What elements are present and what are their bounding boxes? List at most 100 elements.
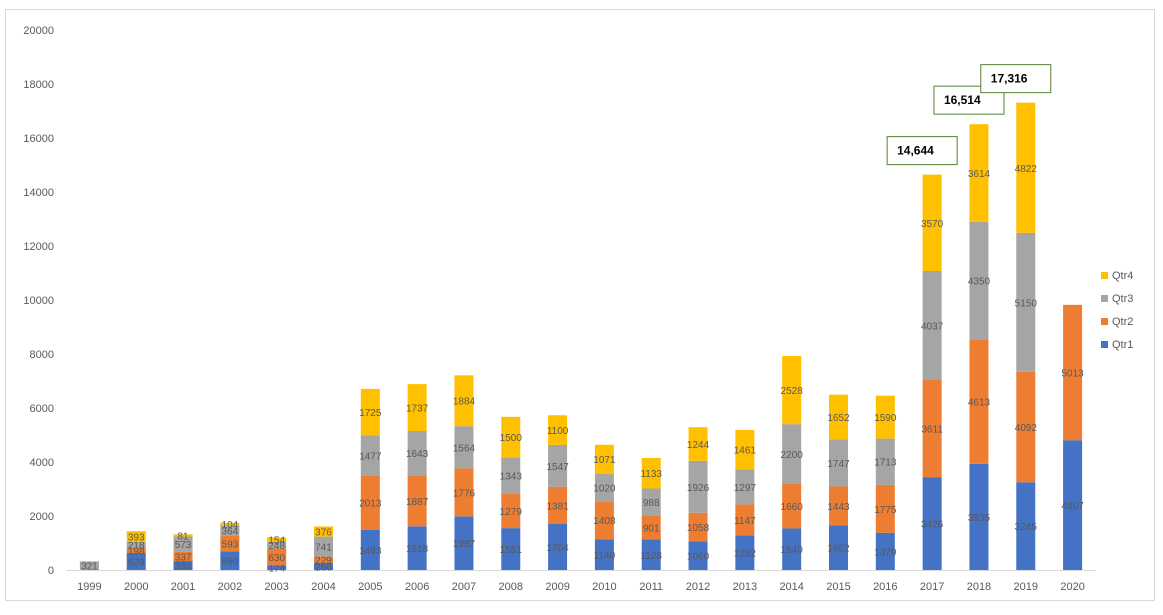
data-label: 1618 [406, 544, 429, 555]
bar-segment-qtr3 [641, 488, 661, 516]
bar-segment-qtr3 [79, 561, 99, 570]
y-tick-label: 6000 [30, 403, 54, 415]
data-label: 321 [81, 562, 98, 573]
data-label: 1887 [406, 497, 429, 508]
bar-segment-qtr3 [922, 271, 942, 381]
legend-swatch-qtr1 [1101, 341, 1108, 348]
data-label: 1737 [406, 404, 429, 415]
bar-segment-qtr3 [782, 424, 802, 484]
data-label: 1747 [827, 459, 850, 470]
total-callout-label: 17,316 [991, 72, 1028, 86]
x-tick-label: 2002 [218, 581, 242, 593]
data-label: 266 [315, 562, 332, 573]
data-label: 3245 [1015, 522, 1038, 533]
data-label: 4807 [1061, 501, 1084, 512]
data-label: 1776 [453, 488, 476, 499]
bar-segment-qtr4 [688, 427, 708, 461]
bar-segment-qtr2 [875, 484, 895, 533]
bar-segment-qtr4 [829, 394, 848, 440]
data-label: 364 [222, 526, 239, 537]
data-label: 1128 [640, 551, 662, 562]
legend-label: Qtr1 [1112, 339, 1133, 351]
bar-segment-qtr1 [1063, 440, 1083, 570]
bar-segment-qtr4 [641, 457, 661, 489]
data-label: 1060 [687, 552, 710, 563]
x-tick-label: 2017 [920, 581, 944, 593]
bar-segment-qtr4 [1016, 102, 1036, 233]
data-label: 3611 [921, 425, 943, 436]
bar-segment-qtr1 [969, 463, 989, 570]
legend-swatch-qtr3 [1101, 295, 1108, 302]
x-tick-label: 2010 [592, 581, 616, 593]
data-label: 573 [175, 540, 192, 551]
data-label: 1477 [359, 451, 382, 462]
data-label: 5013 [1061, 369, 1084, 380]
bar-segment-qtr2 [501, 493, 521, 529]
bar-segment-qtr4 [220, 522, 240, 526]
x-tick-label: 2020 [1060, 581, 1084, 593]
bar-segment-qtr2 [922, 380, 942, 478]
data-label: 629 [128, 558, 145, 569]
data-label: 1244 [687, 440, 710, 451]
bar-segment-qtr3 [829, 439, 848, 487]
bar-segment-qtr2 [267, 548, 287, 566]
y-tick-label: 16000 [23, 133, 54, 145]
data-label: 4092 [1015, 423, 1038, 434]
bar-segment-qtr1 [829, 525, 848, 570]
x-tick-label: 2008 [499, 581, 523, 593]
bar-segment-qtr1 [782, 528, 802, 570]
data-label: 2013 [359, 499, 382, 510]
bar-segment-qtr1 [360, 529, 380, 570]
data-label: 337 [175, 552, 192, 563]
y-tick-label: 12000 [23, 241, 54, 253]
bar-segment-qtr1 [173, 561, 193, 570]
y-tick-label: 4000 [30, 457, 54, 469]
bar-segment-qtr4 [454, 375, 474, 427]
bar-segment-qtr4 [407, 384, 427, 432]
data-label: 332 [175, 562, 192, 573]
data-label: 1133 [640, 469, 662, 480]
total-callout-box [980, 64, 1052, 94]
bar-segment-qtr3 [407, 431, 427, 476]
x-tick-label: 2013 [733, 581, 757, 593]
data-label: 1643 [406, 449, 429, 460]
data-label: 901 [643, 523, 660, 534]
bar-segment-qtr3 [173, 536, 193, 552]
bar-segment-qtr4 [922, 174, 942, 272]
data-label: 1652 [827, 544, 850, 555]
legend-label: Qtr2 [1112, 316, 1133, 328]
bar-segment-qtr2 [688, 512, 708, 542]
bar-segment-qtr4 [173, 534, 193, 537]
bar-segment-qtr4 [782, 355, 802, 425]
data-label: 593 [222, 539, 239, 550]
data-label: 1590 [874, 413, 897, 424]
legend-label: Qtr4 [1112, 270, 1133, 282]
bar-segment-qtr3 [688, 460, 708, 513]
x-tick-label: 2000 [124, 581, 148, 593]
data-label: 81 [177, 531, 189, 542]
bar-segment-qtr2 [829, 486, 848, 526]
data-label: 1147 [734, 516, 756, 527]
data-label: 4613 [968, 397, 991, 408]
bar-segment-qtr3 [454, 426, 474, 469]
bar-segment-qtr2 [594, 501, 614, 540]
data-label: 1660 [781, 502, 804, 513]
data-label: 1725 [359, 408, 382, 419]
y-tick-label: 2000 [30, 511, 54, 523]
x-tick-label: 2015 [826, 581, 850, 593]
bar-segment-qtr2 [407, 475, 427, 527]
x-tick-label: 2005 [358, 581, 382, 593]
data-label: 4822 [1015, 164, 1038, 175]
bar-segment-qtr2 [360, 475, 380, 530]
bar-segment-qtr1 [594, 539, 614, 570]
bar-segment-qtr3 [501, 457, 521, 494]
bar-segment-qtr4 [735, 429, 755, 470]
data-label: 393 [128, 532, 145, 543]
bar-segment-qtr2 [126, 547, 146, 554]
bar-segment-qtr1 [688, 541, 708, 570]
data-label: 154 [268, 536, 285, 547]
stacked-bar-chart: 0 2000 4000 6000 8000 10000 12000 14000 16000 180… [23, 25, 1133, 593]
data-label: 1058 [687, 523, 710, 534]
bar-segment-qtr4 [548, 415, 568, 445]
data-label: 1493 [359, 546, 382, 557]
